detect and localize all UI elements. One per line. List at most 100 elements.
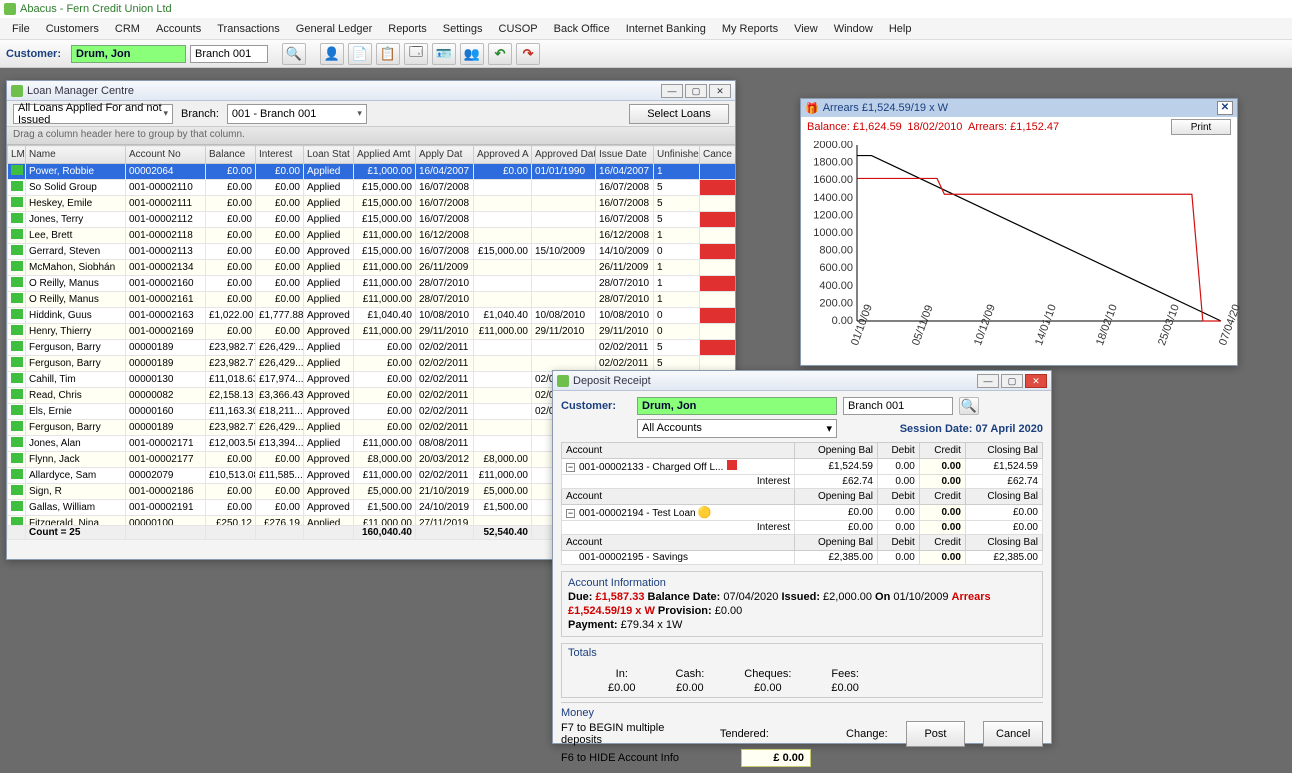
menu-cusop[interactable]: CUSOP <box>491 21 546 37</box>
menu-crm[interactable]: CRM <box>107 21 148 37</box>
col-approved-a[interactable]: Approved A <box>474 146 532 164</box>
col-loan-stat[interactable]: Loan Stat <box>304 146 354 164</box>
branch-field[interactable]: Branch 001 <box>190 45 268 63</box>
menu-internet-banking[interactable]: Internet Banking <box>618 21 714 37</box>
money-box: Money F7 to BEGIN multiple deposits Tend… <box>561 702 1043 767</box>
file-stack-icon[interactable]: 📄 <box>348 43 372 65</box>
dep-close-button[interactable]: ✕ <box>1025 374 1047 388</box>
col-cance[interactable]: Cance <box>700 146 736 164</box>
col-name[interactable]: Name <box>26 146 126 164</box>
post-button[interactable]: Post <box>906 721 966 747</box>
arrears-title: Arrears £1,524.59/19 x W <box>823 102 948 114</box>
col-lm[interactable]: LM <box>8 146 26 164</box>
menu-back-office[interactable]: Back Office <box>546 21 618 37</box>
table-row[interactable]: Hiddink, Guus001-00002163£1,022.00£1,777… <box>8 308 736 324</box>
menu-help[interactable]: Help <box>881 21 920 37</box>
menu-window[interactable]: Window <box>826 21 881 37</box>
branch-label: Branch: <box>181 108 219 120</box>
table-row[interactable]: Lee, Brett001-00002118£0.00£0.00Applied£… <box>8 228 736 244</box>
loan-filter-combo[interactable]: All Loans Applied For and not Issued▾ <box>13 104 173 124</box>
menu-settings[interactable]: Settings <box>435 21 491 37</box>
table-row[interactable]: Ferguson, Barry00000189£23,982.77£26,429… <box>8 340 736 356</box>
svg-text:600.00: 600.00 <box>819 262 853 274</box>
table-row[interactable]: So Solid Group001-00002110£0.00£0.00Appl… <box>8 180 736 196</box>
arrears-close-button[interactable]: ✕ <box>1217 101 1233 115</box>
account-sub-row[interactable]: Interest£0.000.000.00£0.00 <box>562 521 1043 535</box>
deposit-icon <box>557 375 569 387</box>
select-loans-button[interactable]: Select Loans <box>629 104 729 124</box>
undo-icon[interactable]: ↶ <box>488 43 512 65</box>
redo-icon[interactable]: ↷ <box>516 43 540 65</box>
users-icon[interactable]: 👥 <box>460 43 484 65</box>
table-row[interactable]: Jones, Terry001-00002112£0.00£0.00Applie… <box>8 212 736 228</box>
dep-branch-field[interactable]: Branch 001 <box>843 397 953 415</box>
search-icon[interactable]: 🔍 <box>282 43 306 65</box>
table-row[interactable]: Heskey, Emile001-00002111£0.00£0.00Appli… <box>8 196 736 212</box>
account-sub-row[interactable]: Interest£62.740.000.00£62.74 <box>562 475 1043 489</box>
menu-reports[interactable]: Reports <box>380 21 435 37</box>
table-row[interactable]: Henry, Thierry001-00002169£0.00£0.00Appr… <box>8 324 736 340</box>
svg-text:200.00: 200.00 <box>819 297 853 309</box>
svg-text:1000.00: 1000.00 <box>813 227 853 239</box>
totals-box: Totals In:£0.00 Cash:£0.00 Cheques:£0.00… <box>561 643 1043 698</box>
svg-text:1200.00: 1200.00 <box>813 209 853 221</box>
branch-combo[interactable]: 001 - Branch 001▾ <box>227 104 367 124</box>
loan-manager-title: Loan Manager Centre <box>27 85 134 97</box>
print-button[interactable]: Print <box>1171 119 1231 135</box>
menu-transactions[interactable]: Transactions <box>209 21 288 37</box>
arrears-titlebar[interactable]: 🎁 Arrears £1,524.59/19 x W ✕ <box>801 99 1237 117</box>
close-button[interactable]: ✕ <box>709 84 731 98</box>
col-apply-dat[interactable]: Apply Dat <box>416 146 474 164</box>
dep-customer-label: Customer: <box>561 400 631 412</box>
deposit-accounts-grid[interactable]: AccountOpening BalDebitCreditClosing Bal… <box>561 442 1043 565</box>
person-icon[interactable]: 👤 <box>320 43 344 65</box>
f6-hint: F6 to HIDE Account Info <box>561 752 731 764</box>
svg-text:1400.00: 1400.00 <box>813 192 853 204</box>
account-row[interactable]: −001-00002194 - Test Loan🟡£0.000.000.00£… <box>562 505 1043 521</box>
table-row[interactable]: O Reilly, Manus001-00002161£0.00£0.00App… <box>8 292 736 308</box>
sheet-icon[interactable]: 📋 <box>376 43 400 65</box>
id-card-icon[interactable]: 🪪 <box>432 43 456 65</box>
table-row[interactable]: McMahon, Siobhán001-00002134£0.00£0.00Ap… <box>8 260 736 276</box>
col-issue-date[interactable]: Issue Date <box>596 146 654 164</box>
arrears-date: 18/02/2010 <box>907 121 962 133</box>
account-row[interactable]: −001-00002133 - Charged Off L...£1,524.5… <box>562 459 1043 475</box>
menu-customers[interactable]: Customers <box>38 21 107 37</box>
window-icon[interactable]: 🗔 <box>404 43 428 65</box>
loan-manager-titlebar[interactable]: Loan Manager Centre — ▢ ✕ <box>7 81 735 101</box>
app-title: Abacus - Fern Credit Union Ltd <box>20 3 172 15</box>
menu-bar: FileCustomersCRMAccountsTransactionsGene… <box>0 18 1292 40</box>
cancel-button[interactable]: Cancel <box>983 721 1043 747</box>
menu-file[interactable]: File <box>4 21 38 37</box>
col-unfinishe[interactable]: Unfinishe <box>654 146 700 164</box>
accounts-combo-value: All Accounts <box>642 422 702 435</box>
group-by-hint[interactable]: Drag a column header here to group by th… <box>7 127 735 145</box>
table-row[interactable]: O Reilly, Manus001-00002160£0.00£0.00App… <box>8 276 736 292</box>
tendered-input[interactable]: £ 0.00 <box>741 749 811 767</box>
minimize-button[interactable]: — <box>661 84 683 98</box>
dep-search-icon[interactable]: 🔍 <box>959 397 979 415</box>
dep-minimize-button[interactable]: — <box>977 374 999 388</box>
accounts-combo[interactable]: All Accounts▾ <box>637 419 837 438</box>
col-applied-amt[interactable]: Applied Amt <box>354 146 416 164</box>
branch-combo-value: 001 - Branch 001 <box>232 108 316 120</box>
dep-customer-field[interactable]: Drum, Jon <box>637 397 837 415</box>
col-balance[interactable]: Balance <box>206 146 256 164</box>
svg-text:1800.00: 1800.00 <box>813 157 853 169</box>
table-row[interactable]: Power, Robbie00002064£0.00£0.00Applied£1… <box>8 164 736 180</box>
table-row[interactable]: Gerrard, Steven001-00002113£0.00£0.00App… <box>8 244 736 260</box>
col-interest[interactable]: Interest <box>256 146 304 164</box>
gift-icon: 🎁 <box>805 102 819 115</box>
menu-view[interactable]: View <box>786 21 826 37</box>
svg-text:1600.00: 1600.00 <box>813 174 853 186</box>
col-approved-dat[interactable]: Approved Dat <box>532 146 596 164</box>
col-account-no[interactable]: Account No <box>126 146 206 164</box>
maximize-button[interactable]: ▢ <box>685 84 707 98</box>
deposit-titlebar[interactable]: Deposit Receipt — ▢ ✕ <box>553 371 1051 391</box>
account-row[interactable]: 001-00002195 - Savings£2,385.000.000.00£… <box>562 551 1043 565</box>
customer-name-field[interactable]: Drum, Jon <box>71 45 186 63</box>
menu-general-ledger[interactable]: General Ledger <box>288 21 380 37</box>
dep-maximize-button[interactable]: ▢ <box>1001 374 1023 388</box>
menu-accounts[interactable]: Accounts <box>148 21 209 37</box>
menu-my-reports[interactable]: My Reports <box>714 21 786 37</box>
